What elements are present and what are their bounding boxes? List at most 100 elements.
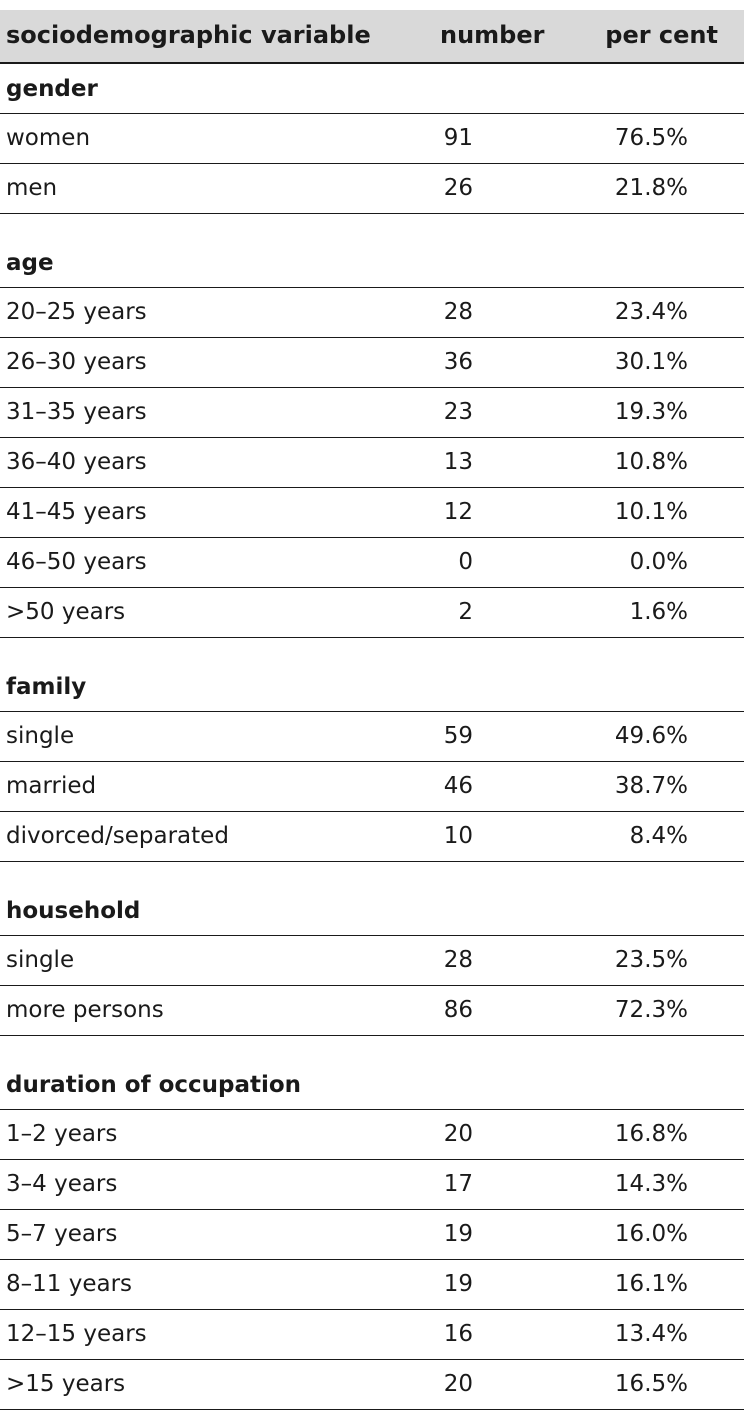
row-label: 36–40 years	[6, 449, 147, 475]
table-row: married 46 38.7%	[0, 762, 744, 812]
row-label: >15 years	[6, 1371, 126, 1397]
row-percent: 10.1%	[614, 499, 688, 525]
row-number: 59	[443, 723, 473, 749]
table-row: >50 years 2 1.6%	[0, 588, 744, 638]
section-gap	[0, 862, 744, 886]
section-title: duration of occupation	[6, 1072, 302, 1098]
section-heading-row: age	[0, 238, 744, 288]
row-number: 16	[443, 1321, 473, 1347]
row-number: 19	[443, 1221, 473, 1247]
row-number: 46	[443, 773, 473, 799]
row-label: divorced/separated	[6, 823, 229, 849]
row-percent: 23.4%	[614, 299, 688, 325]
row-percent: 13.4%	[614, 1321, 688, 1347]
row-label: 3–4 years	[6, 1171, 118, 1197]
row-percent: 16.8%	[614, 1121, 688, 1147]
row-percent: 38.7%	[614, 773, 688, 799]
row-percent: 21.8%	[614, 175, 688, 201]
table-row: 20–25 years 28 23.4%	[0, 288, 744, 338]
table-row: 46–50 years 0 0.0%	[0, 538, 744, 588]
table-row: women 91 76.5%	[0, 114, 744, 164]
row-percent: 72.3%	[614, 997, 688, 1023]
table-row: 8–11 years 19 16.1%	[0, 1260, 744, 1310]
row-label: more persons	[6, 997, 164, 1023]
table-row: more persons 86 72.3%	[0, 986, 744, 1036]
section-title: family	[6, 674, 87, 700]
row-percent: 0.0%	[629, 549, 688, 575]
header-variable: sociodemographic variable	[6, 21, 371, 49]
section-heading-row: family	[0, 662, 744, 712]
section-gap	[0, 638, 744, 662]
row-label: 12–15 years	[6, 1321, 147, 1347]
row-percent: 16.0%	[614, 1221, 688, 1247]
row-number: 13	[443, 449, 473, 475]
row-label: 31–35 years	[6, 399, 147, 425]
row-number: 86	[443, 997, 473, 1023]
row-number: 26	[443, 175, 473, 201]
row-percent: 23.5%	[614, 947, 688, 973]
header-percent: per cent	[605, 21, 718, 49]
table-row: 3–4 years 17 14.3%	[0, 1160, 744, 1210]
row-number: 12	[443, 499, 473, 525]
row-percent: 76.5%	[614, 125, 688, 151]
table-header: sociodemographic variable number per cen…	[0, 10, 744, 64]
row-label: 46–50 years	[6, 549, 147, 575]
row-number: 36	[443, 349, 473, 375]
row-percent: 14.3%	[614, 1171, 688, 1197]
section-heading-row: household	[0, 886, 744, 936]
section-title: household	[6, 898, 141, 924]
table-row: 1–2 years 20 16.8%	[0, 1110, 744, 1160]
row-number: 23	[443, 399, 473, 425]
sociodemographic-table: sociodemographic variable number per cen…	[0, 10, 744, 1410]
row-number: 2	[458, 599, 473, 625]
row-number: 20	[443, 1371, 473, 1397]
table-row: men 26 21.8%	[0, 164, 744, 214]
section-gap	[0, 1036, 744, 1060]
row-label: men	[6, 175, 58, 201]
row-percent: 16.5%	[614, 1371, 688, 1397]
row-label: 8–11 years	[6, 1271, 133, 1297]
row-number: 10	[443, 823, 473, 849]
row-percent: 16.1%	[614, 1271, 688, 1297]
row-label: 26–30 years	[6, 349, 147, 375]
section-title: age	[6, 250, 54, 276]
section-heading-row: gender	[0, 64, 744, 114]
section-gap	[0, 214, 744, 238]
table-body: gender women 91 76.5% men 26 21.8% age 20–25 yea…	[0, 64, 744, 1410]
table-row: >15 years 20 16.5%	[0, 1360, 744, 1410]
row-label: >50 years	[6, 599, 126, 625]
header-number: number	[440, 21, 545, 49]
row-percent: 30.1%	[614, 349, 688, 375]
table-row: 36–40 years 13 10.8%	[0, 438, 744, 488]
row-label: 5–7 years	[6, 1221, 118, 1247]
row-number: 17	[443, 1171, 473, 1197]
row-label: women	[6, 125, 91, 151]
section-heading-row: duration of occupation	[0, 1060, 744, 1110]
table-row: single 28 23.5%	[0, 936, 744, 986]
row-number: 0	[458, 549, 473, 575]
row-percent: 19.3%	[614, 399, 688, 425]
row-label: 20–25 years	[6, 299, 147, 325]
row-label: 1–2 years	[6, 1121, 118, 1147]
row-number: 91	[443, 125, 473, 151]
table-row: 12–15 years 16 13.4%	[0, 1310, 744, 1360]
row-percent: 49.6%	[614, 723, 688, 749]
row-number: 28	[443, 947, 473, 973]
row-percent: 1.6%	[629, 599, 688, 625]
table-row: 26–30 years 36 30.1%	[0, 338, 744, 388]
row-label: 41–45 years	[6, 499, 147, 525]
table-row: 31–35 years 23 19.3%	[0, 388, 744, 438]
row-percent: 8.4%	[629, 823, 688, 849]
row-label: single	[6, 723, 75, 749]
row-percent: 10.8%	[614, 449, 688, 475]
section-title: gender	[6, 76, 98, 102]
table-row: divorced/separated 10 8.4%	[0, 812, 744, 862]
row-number: 20	[443, 1121, 473, 1147]
table-row: 41–45 years 12 10.1%	[0, 488, 744, 538]
table-row: single 59 49.6%	[0, 712, 744, 762]
table-row: 5–7 years 19 16.0%	[0, 1210, 744, 1260]
row-number: 28	[443, 299, 473, 325]
row-label: single	[6, 947, 75, 973]
row-number: 19	[443, 1271, 473, 1297]
row-label: married	[6, 773, 97, 799]
